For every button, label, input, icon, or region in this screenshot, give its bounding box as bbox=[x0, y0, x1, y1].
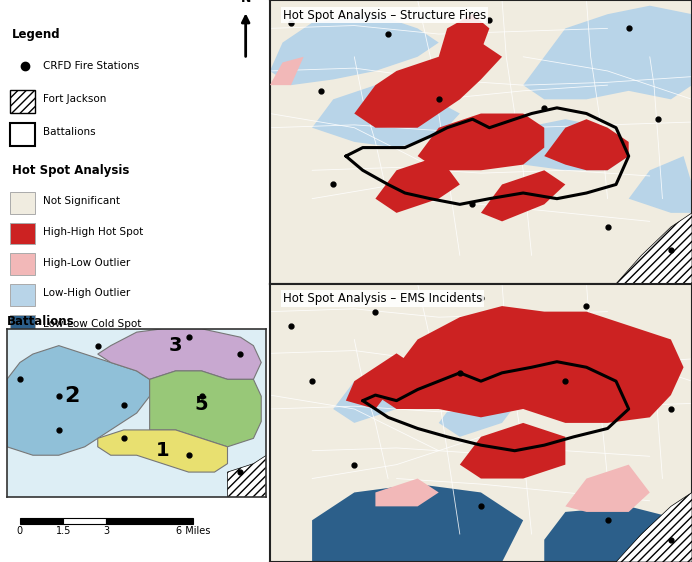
Text: High-High Hot Spot: High-High Hot Spot bbox=[43, 227, 143, 237]
Bar bbox=[107, 518, 193, 524]
Bar bbox=[20, 518, 63, 524]
Polygon shape bbox=[628, 156, 692, 213]
Text: 0: 0 bbox=[17, 527, 23, 537]
Text: Hot Spot Analysis: Hot Spot Analysis bbox=[12, 164, 129, 177]
Text: Not Significant: Not Significant bbox=[43, 196, 120, 206]
Polygon shape bbox=[270, 14, 439, 85]
Polygon shape bbox=[544, 506, 684, 562]
Text: Legend: Legend bbox=[12, 28, 61, 41]
Bar bbox=[10, 123, 35, 146]
Text: High-Low Outlier: High-Low Outlier bbox=[43, 258, 131, 268]
Polygon shape bbox=[7, 346, 149, 455]
Polygon shape bbox=[149, 371, 262, 447]
Text: Hot Spot Analysis – EMS Incidents: Hot Spot Analysis – EMS Incidents bbox=[282, 292, 482, 305]
Text: 1.5: 1.5 bbox=[55, 527, 71, 537]
Text: 6 Miles: 6 Miles bbox=[176, 527, 210, 537]
Polygon shape bbox=[312, 85, 459, 148]
Polygon shape bbox=[565, 465, 650, 512]
Polygon shape bbox=[544, 119, 628, 170]
Text: Fort Jackson: Fort Jackson bbox=[43, 94, 107, 105]
Bar bbox=[63, 518, 107, 524]
Polygon shape bbox=[228, 455, 266, 497]
Polygon shape bbox=[333, 368, 418, 423]
Text: 3: 3 bbox=[169, 336, 183, 355]
Text: 3: 3 bbox=[103, 527, 109, 537]
Text: Low-Low Cold Spot: Low-Low Cold Spot bbox=[43, 319, 142, 329]
Polygon shape bbox=[459, 423, 565, 479]
Text: Hot Spot Analysis – Structure Fires: Hot Spot Analysis – Structure Fires bbox=[282, 8, 486, 21]
Bar bbox=[10, 315, 35, 336]
Polygon shape bbox=[354, 43, 502, 128]
Polygon shape bbox=[616, 213, 692, 284]
Polygon shape bbox=[98, 430, 228, 472]
Polygon shape bbox=[616, 492, 692, 562]
Bar bbox=[10, 253, 35, 275]
Bar bbox=[10, 223, 35, 244]
Polygon shape bbox=[439, 14, 489, 62]
Polygon shape bbox=[346, 353, 418, 409]
Text: CRFD Fire Stations: CRFD Fire Stations bbox=[43, 61, 140, 71]
Bar bbox=[10, 90, 35, 112]
Text: Battalions: Battalions bbox=[43, 128, 96, 137]
Polygon shape bbox=[523, 6, 692, 99]
Bar bbox=[10, 192, 35, 214]
Text: Battalions: Battalions bbox=[7, 315, 75, 328]
Polygon shape bbox=[375, 156, 459, 213]
Polygon shape bbox=[98, 329, 262, 379]
Polygon shape bbox=[481, 170, 565, 221]
Bar bbox=[10, 284, 35, 306]
Polygon shape bbox=[439, 381, 523, 437]
Polygon shape bbox=[270, 57, 304, 85]
Polygon shape bbox=[375, 479, 439, 506]
Text: 5: 5 bbox=[194, 395, 208, 414]
Text: N: N bbox=[241, 0, 251, 5]
Polygon shape bbox=[312, 484, 523, 562]
Text: Low-High Outlier: Low-High Outlier bbox=[43, 288, 131, 298]
Text: 1: 1 bbox=[156, 441, 170, 460]
Polygon shape bbox=[375, 306, 684, 423]
Polygon shape bbox=[502, 119, 628, 170]
Text: 2: 2 bbox=[64, 386, 80, 406]
Polygon shape bbox=[418, 114, 544, 170]
